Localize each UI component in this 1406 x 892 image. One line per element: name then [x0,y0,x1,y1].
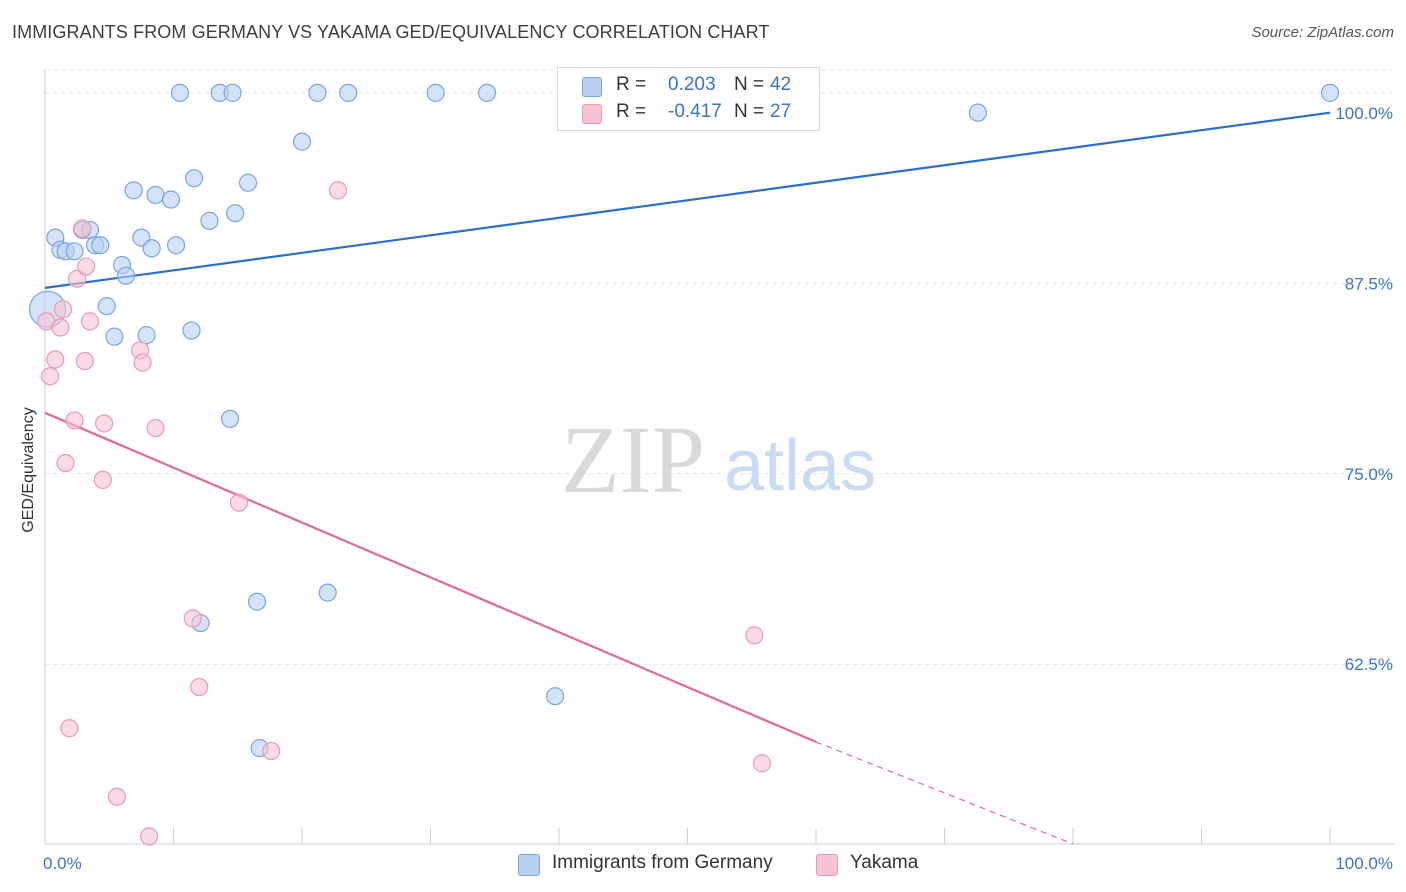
y-axis-label: GED/Equivalency [20,407,37,532]
legend-n-value: 27 [770,101,792,122]
data-point-germany [170,83,190,102]
y-tick-label: 75.0% [1345,465,1393,484]
watermark-zip: ZIP [561,406,705,513]
legend-box: R = 0.203 N = 42 R = -0.417 N = 27 [557,67,820,131]
data-point-germany [247,592,267,611]
data-point-germany [161,190,181,209]
data-point-germany [477,83,497,102]
data-point-yakama [139,827,159,846]
trend-line-germany [44,111,1331,289]
data-point-yakama [68,269,87,288]
data-point-yakama [60,719,79,738]
data-point-germany [124,181,143,200]
data-point-yakama [107,787,127,806]
watermark-atlas: atlas [724,426,876,506]
bottom-legend-label-yakama: Yakama [850,852,919,873]
data-point-yakama [190,677,209,697]
data-point-germany [220,409,240,429]
data-point-yakama [95,414,114,433]
data-point-yakama [262,741,281,761]
x-tick-label: 100.0% [1335,854,1393,873]
data-point-yakama [229,493,249,512]
tick-labels: 100.0% 87.5% 75.0% 62.5% 0.0% 100.0% [43,104,1393,873]
legend-n-label: N = [734,74,765,95]
source-label: Source: ZipAtlas.com [1251,24,1394,41]
trend-lines [44,111,1331,845]
data-point-germany [184,169,204,188]
legend-swatch-germany [582,77,602,97]
data-point-yakama [133,353,152,372]
data-point-yakama [77,257,96,276]
legend-n-label: N = [734,101,765,122]
legend-r-value: 0.203 [668,74,716,95]
data-point-germany [339,83,358,102]
legend-r-value: -0.417 [668,101,722,122]
data-point-germany [142,239,161,258]
y-tick-label: 100.0% [1335,104,1393,123]
axes [44,70,1395,845]
bottom-legend-label-germany: Immigrants from Germany [552,852,773,873]
trend-line-extension-yakama [815,741,1074,845]
bottom-legend-swatch-yakama [816,854,838,876]
data-point-yakama [41,367,60,386]
data-point-germany [318,583,337,602]
chart-title: IMMIGRANTS FROM GERMANY VS YAKAMA GED/EQ… [12,22,770,42]
legend-r-label: R = [616,101,647,122]
data-point-germany [292,132,312,151]
data-point-yakama [328,181,348,200]
data-point-yakama [93,470,112,489]
data-point-yakama [80,312,100,331]
watermark: ZIP atlas [561,406,876,513]
data-point-germany [182,321,201,340]
data-point-germany [166,236,186,255]
data-point-yakama [46,350,65,369]
data-point-yakama [65,411,84,430]
data-point-yakama [745,626,764,645]
data-point-yakama [51,318,70,337]
data-point-germany [223,83,242,102]
data-point-germany [308,83,327,102]
data-point-germany [137,326,156,345]
y-tick-label: 87.5% [1345,274,1393,293]
data-point-germany [1320,83,1340,102]
data-point-yakama [73,219,92,238]
data-point-germany [65,242,84,261]
data-point-germany [238,173,258,192]
data-point-germany [200,211,219,230]
data-point-yakama [56,453,75,473]
data-point-germany [546,687,565,706]
data-point-germany [116,266,136,285]
data-point-yakama [75,351,94,371]
data-point-yakama [752,754,772,773]
data-point-germany [968,103,988,122]
data-point-yakama [53,300,73,319]
legend-n-value: 42 [770,74,792,95]
data-point-germany [97,297,116,316]
grid-lines [45,69,1395,665]
data-point-germany [105,327,124,346]
data-point-germany [91,236,110,255]
y-tick-label: 62.5% [1345,655,1393,674]
legend-r-label: R = [616,74,647,95]
data-point-germany [146,185,165,205]
trend-line-yakama [44,411,817,743]
legend-swatch-yakama [582,104,602,124]
data-point-germany [226,204,245,223]
data-point-germany [426,83,445,102]
data-point-yakama [146,418,165,438]
data-point-yakama [183,609,202,628]
x-tick-label: 0.0% [43,854,82,873]
bottom-legend-swatch-germany [518,854,540,876]
